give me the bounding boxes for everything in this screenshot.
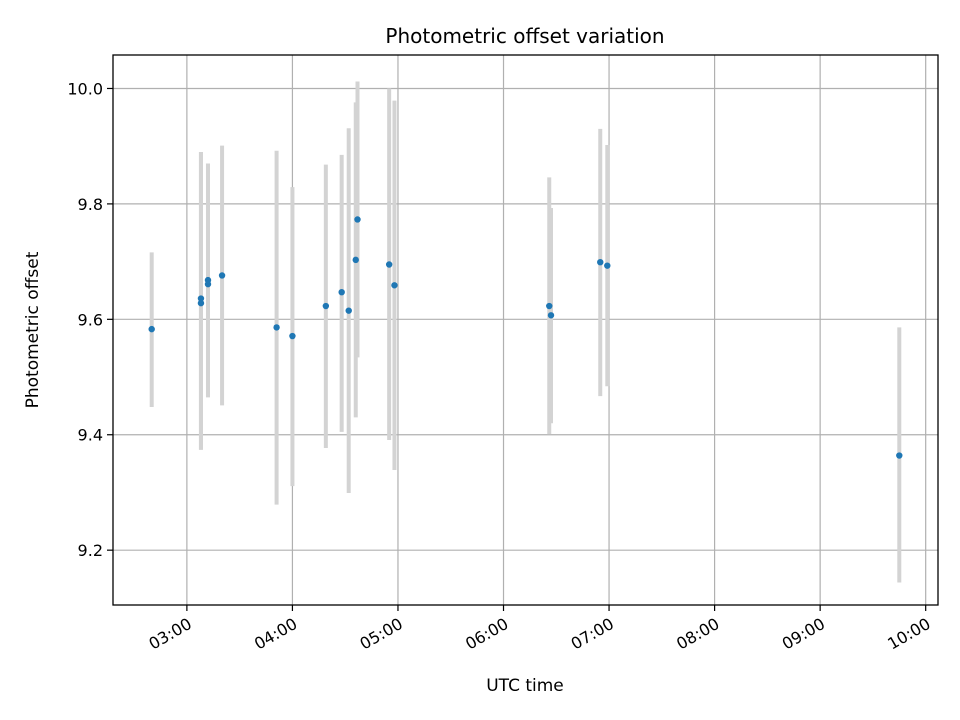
data-point xyxy=(345,307,352,314)
data-point xyxy=(273,324,280,331)
data-point xyxy=(896,452,903,459)
data-point xyxy=(354,216,361,223)
chart-title: Photometric offset variation xyxy=(385,24,664,48)
data-point xyxy=(597,258,604,266)
data-point xyxy=(352,256,359,264)
y-tick-label: 9.4 xyxy=(78,426,103,445)
data-point xyxy=(197,299,205,307)
y-tick-label: 10.0 xyxy=(67,79,103,98)
data-point xyxy=(322,302,330,310)
data-point xyxy=(546,302,553,310)
data-point xyxy=(197,295,205,302)
y-tick-label: 9.2 xyxy=(78,541,103,560)
data-point xyxy=(547,312,555,319)
plot-frame xyxy=(112,54,939,606)
x-axis-label: UTC time xyxy=(486,676,564,696)
y-axis: 9.2 9.4 9.6 9.8 10.0 xyxy=(67,79,113,560)
data-points xyxy=(148,216,903,459)
y-axis-label: Photometric offset xyxy=(23,251,43,408)
data-point xyxy=(385,261,393,268)
data-point xyxy=(204,276,212,284)
data-point xyxy=(218,272,226,279)
data-point xyxy=(391,282,398,289)
data-point xyxy=(604,262,611,269)
y-tick-label: 9.6 xyxy=(78,310,103,329)
data-point xyxy=(289,332,296,340)
data-point xyxy=(338,288,345,296)
data-point xyxy=(148,325,155,333)
y-tick-label: 9.8 xyxy=(78,195,103,214)
